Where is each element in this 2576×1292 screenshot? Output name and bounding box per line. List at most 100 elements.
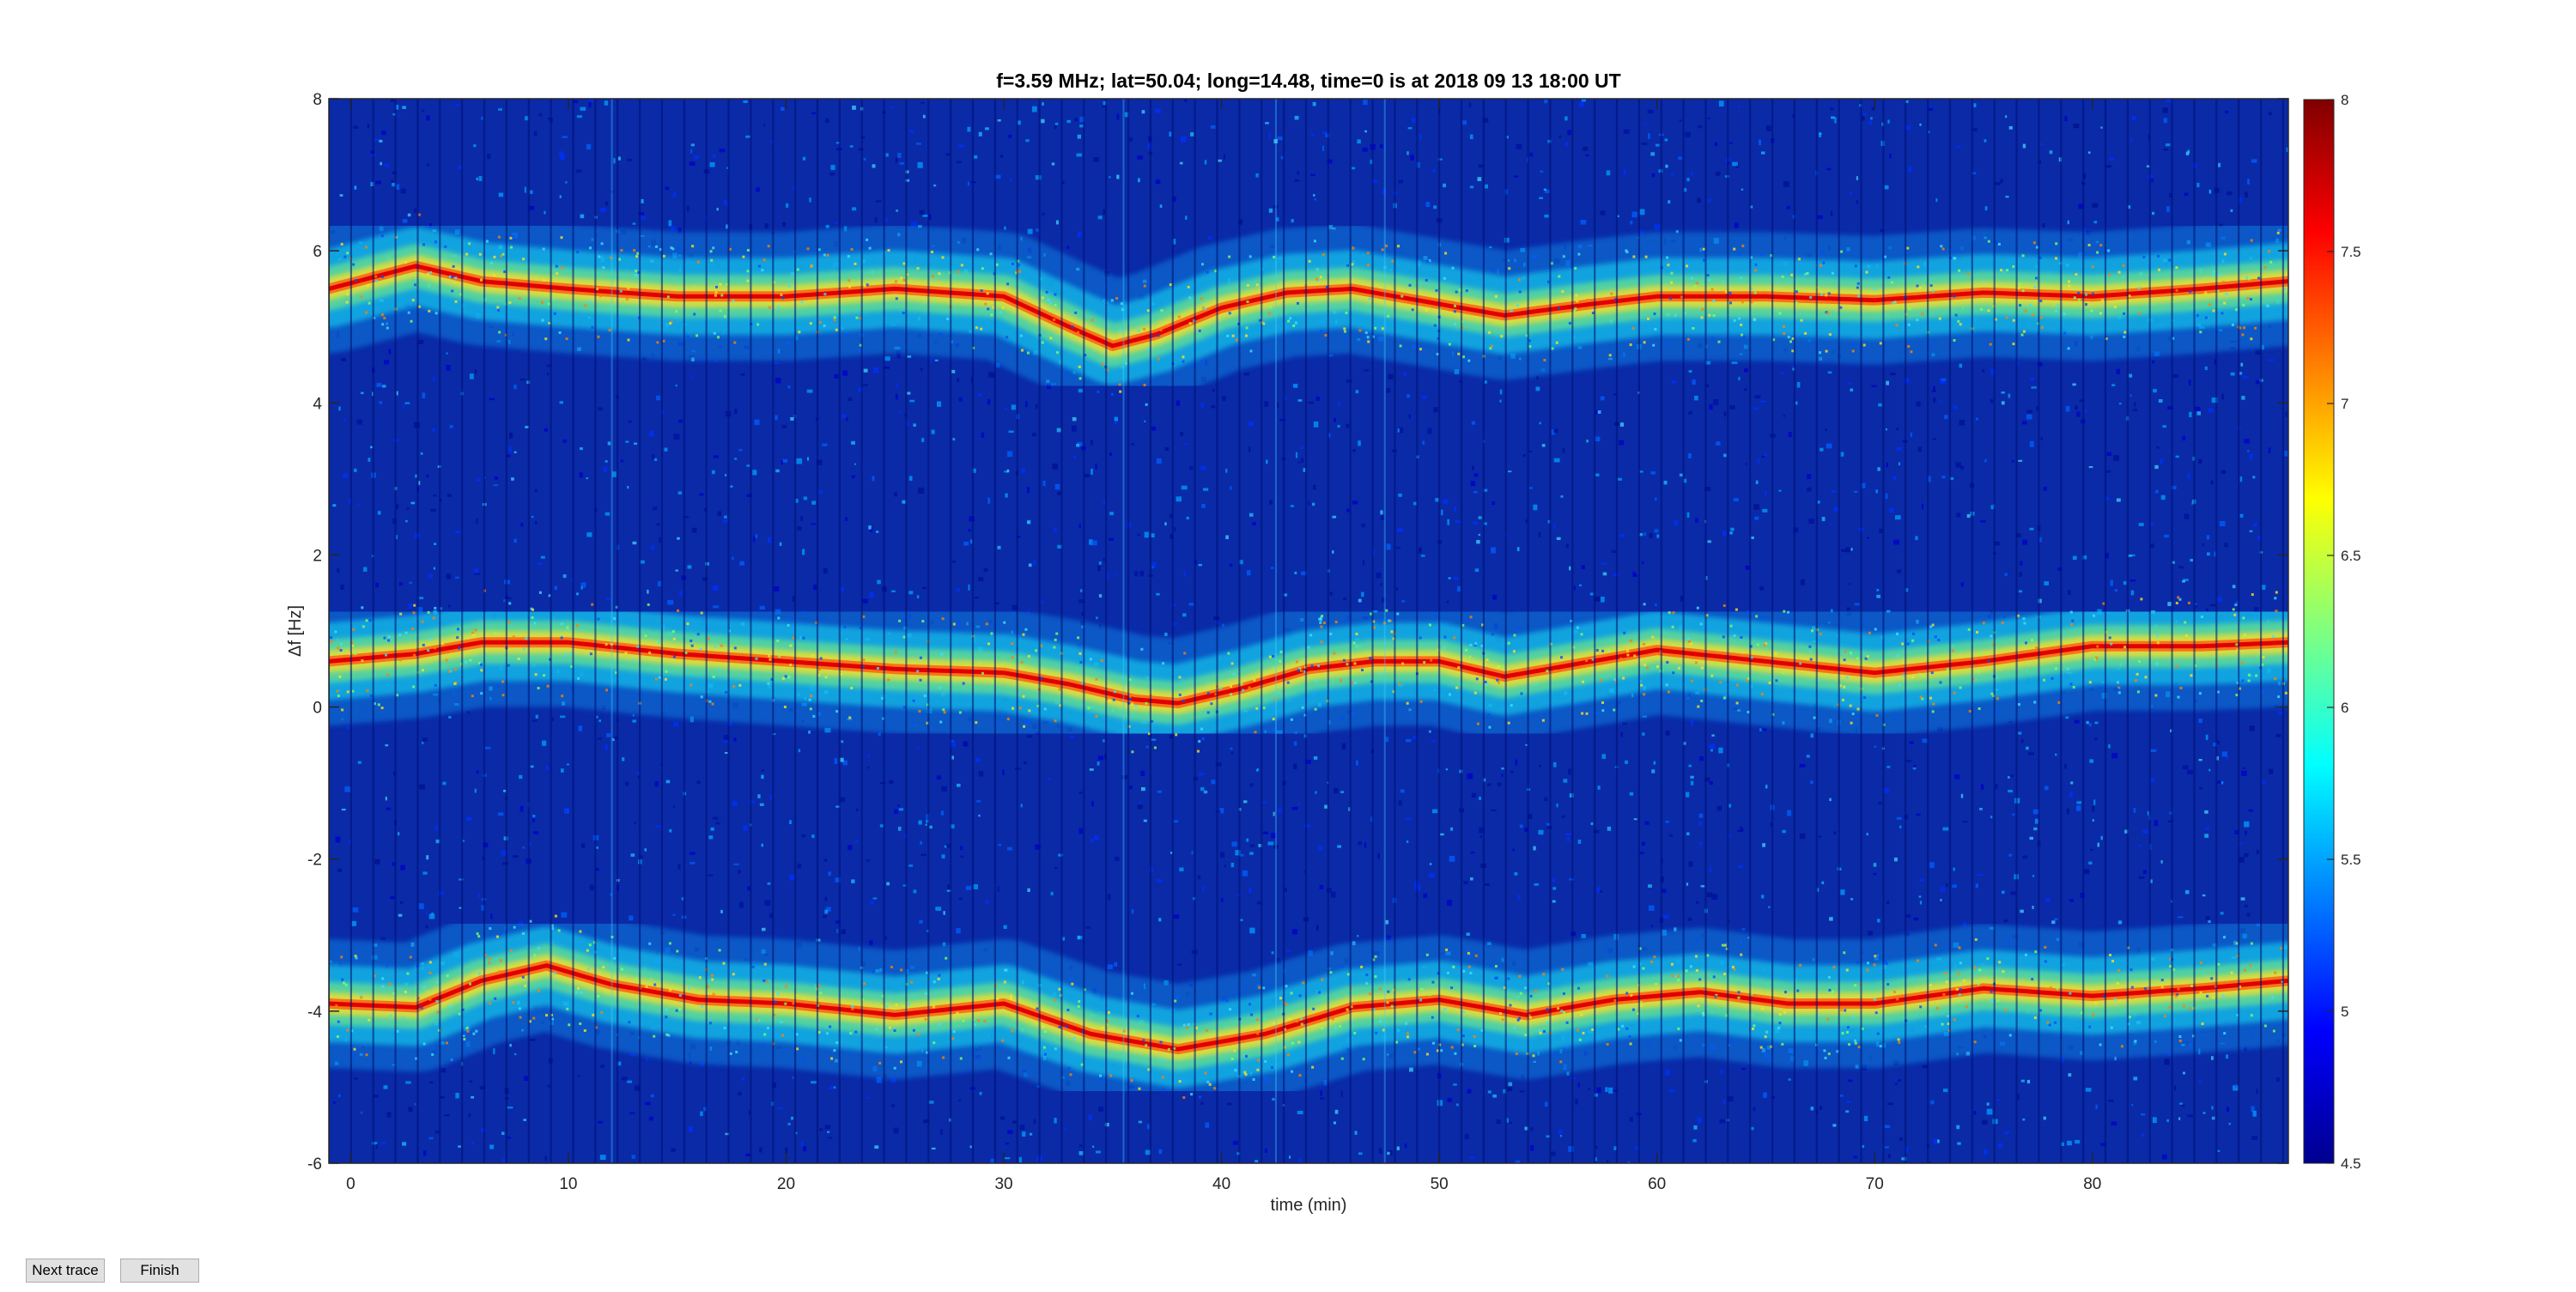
noise-speckle <box>2238 197 2242 203</box>
noise-speckle <box>2221 781 2224 785</box>
noise-speckle <box>612 471 617 477</box>
band-speckle <box>1230 662 1234 665</box>
noise-speckle <box>1995 784 1998 790</box>
noise-speckle <box>1243 800 1248 804</box>
band-speckle <box>385 653 387 657</box>
noise-speckle <box>753 536 756 543</box>
noise-speckle <box>546 372 549 375</box>
noise-speckle <box>2037 361 2043 367</box>
band-speckle <box>1153 746 1157 749</box>
band-speckle <box>1825 294 1828 297</box>
noise-speckle <box>825 118 829 124</box>
noise-speckle <box>625 440 629 443</box>
noise-speckle <box>1563 779 1568 783</box>
noise-speckle <box>1641 143 1648 145</box>
band-speckle <box>1231 334 1235 337</box>
noise-speckle <box>650 545 654 550</box>
noise-speckle <box>746 494 752 497</box>
noise-speckle <box>991 374 995 378</box>
noise-speckle <box>1249 852 1254 855</box>
noise-speckle <box>1091 540 1097 546</box>
noise-speckle <box>520 523 524 527</box>
noise-speckle <box>1004 408 1007 410</box>
band-speckle <box>2232 608 2235 611</box>
noise-speckle <box>1170 533 1174 539</box>
noise-speckle <box>2169 192 2172 198</box>
noise-speckle <box>1072 417 1077 422</box>
noise-speckle <box>1801 579 1805 585</box>
noise-speckle <box>1454 506 1457 512</box>
noise-speckle <box>1376 572 1382 579</box>
noise-speckle <box>1561 815 1565 818</box>
band-speckle <box>1056 351 1059 355</box>
noise-speckle <box>1404 1143 1407 1149</box>
noise-speckle <box>1761 728 1767 731</box>
band-speckle <box>714 291 718 294</box>
noise-speckle <box>352 907 359 913</box>
band-speckle <box>995 263 999 266</box>
noise-speckle <box>1172 239 1176 245</box>
band-speckle <box>1804 331 1807 335</box>
noise-speckle <box>1642 561 1644 565</box>
noise-speckle <box>1745 463 1748 465</box>
noise-speckle <box>628 421 632 423</box>
band-speckle <box>1159 329 1163 331</box>
band-speckle <box>1262 322 1266 325</box>
band-speckle <box>1453 310 1456 313</box>
noise-speckle <box>1713 399 1719 405</box>
noise-speckle <box>630 853 635 857</box>
band-speckle <box>2221 281 2225 284</box>
noise-speckle <box>2005 196 2009 198</box>
noise-speckle <box>876 531 879 533</box>
noise-speckle <box>1035 175 1042 180</box>
noise-speckle <box>1665 731 1670 736</box>
band-speckle <box>1747 711 1750 713</box>
noise-speckle <box>2211 397 2218 403</box>
band-speckle <box>700 695 703 699</box>
noise-speckle <box>1668 834 1674 837</box>
noise-speckle <box>1962 921 1967 927</box>
noise-speckle <box>1990 368 1996 375</box>
noise-speckle <box>2113 455 2119 461</box>
noise-speckle <box>2105 470 2111 473</box>
band-speckle <box>670 246 673 250</box>
band-speckle <box>501 694 505 697</box>
band-speckle <box>398 634 402 636</box>
band-speckle <box>1041 341 1044 344</box>
noise-speckle <box>907 355 912 358</box>
band-speckle <box>1419 636 1422 640</box>
noise-speckle <box>694 155 699 160</box>
band-speckle <box>2179 687 2183 689</box>
band-speckle <box>1315 277 1319 281</box>
band-speckle <box>2099 1043 2102 1046</box>
noise-speckle <box>1408 414 1411 419</box>
band-speckle <box>417 213 421 216</box>
noise-speckle <box>627 158 632 161</box>
noise-speckle <box>1076 444 1080 447</box>
band-speckle <box>2019 304 2022 307</box>
noise-speckle <box>1579 584 1582 587</box>
noise-speckle <box>390 99 395 102</box>
noise-speckle <box>1320 1090 1322 1096</box>
noise-speckle <box>1297 171 1299 175</box>
noise-speckle <box>1955 146 1961 149</box>
noise-speckle <box>404 519 408 523</box>
band-speckle <box>1929 696 1932 700</box>
band-speckle <box>808 698 811 701</box>
band-speckle <box>1741 300 1744 304</box>
noise-speckle <box>1210 125 1216 129</box>
band-speckle <box>1290 718 1293 721</box>
noise-speckle <box>1055 220 1059 225</box>
band-speckle <box>341 708 344 712</box>
noise-speckle <box>978 814 981 817</box>
band-speckle <box>1131 702 1134 706</box>
noise-speckle <box>506 454 511 458</box>
band-speckle <box>2096 251 2099 254</box>
noise-speckle <box>577 1075 580 1077</box>
band-speckle <box>1467 617 1470 621</box>
noise-speckle <box>1276 217 1279 221</box>
band-speckle <box>658 676 661 679</box>
noise-speckle <box>2245 376 2249 379</box>
noise-speckle <box>2031 386 2037 389</box>
band-speckle <box>1047 299 1050 302</box>
